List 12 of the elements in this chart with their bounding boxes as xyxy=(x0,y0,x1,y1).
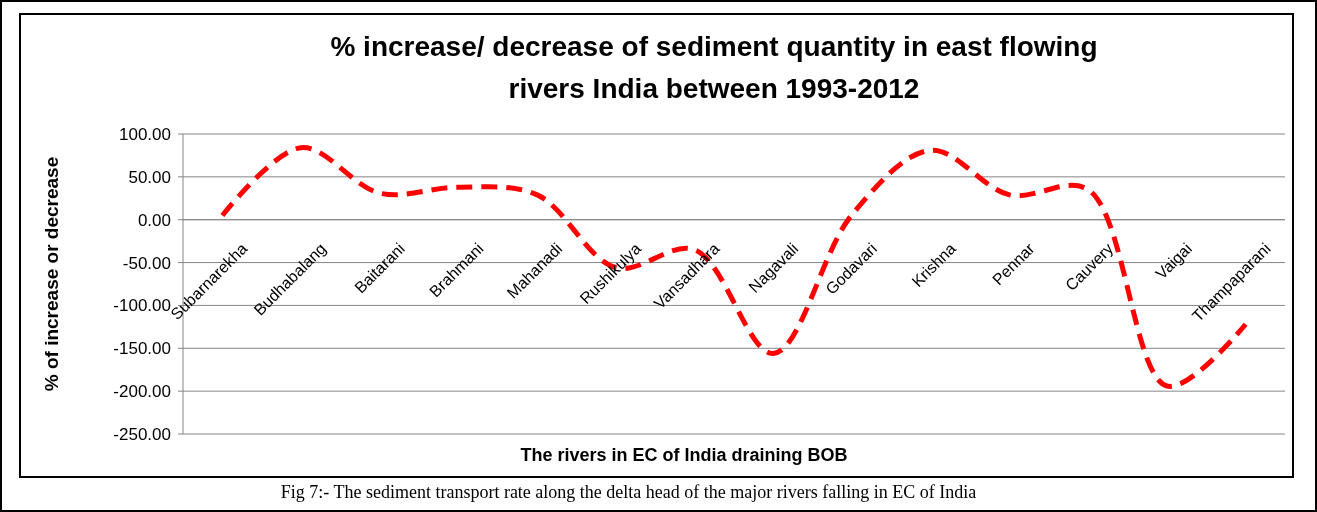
y-tick-label: -200.00 xyxy=(113,382,171,402)
y-tick-label: 0.00 xyxy=(137,210,171,230)
x-axis-title: The rivers in EC of India draining BOB xyxy=(520,445,848,465)
caption: Fig 7:- The sediment transport rate along the delta head of the major rivers falling in EC of India xyxy=(280,482,977,502)
y-tick-label: 100.00 xyxy=(119,124,171,144)
y-tick-label: -250.00 xyxy=(113,424,171,444)
y-tick-label: -50.00 xyxy=(122,253,171,273)
y-tick-label: -150.00 xyxy=(113,339,171,359)
chart-title: % increase/ decrease of sediment quantity in east flowing rivers India between 1993-2012 xyxy=(330,31,1098,104)
y-axis-title: % of increase or decrease xyxy=(41,156,62,392)
y-tick-label: 50.00 xyxy=(128,167,171,187)
y-tick-label: -100.00 xyxy=(113,296,171,316)
